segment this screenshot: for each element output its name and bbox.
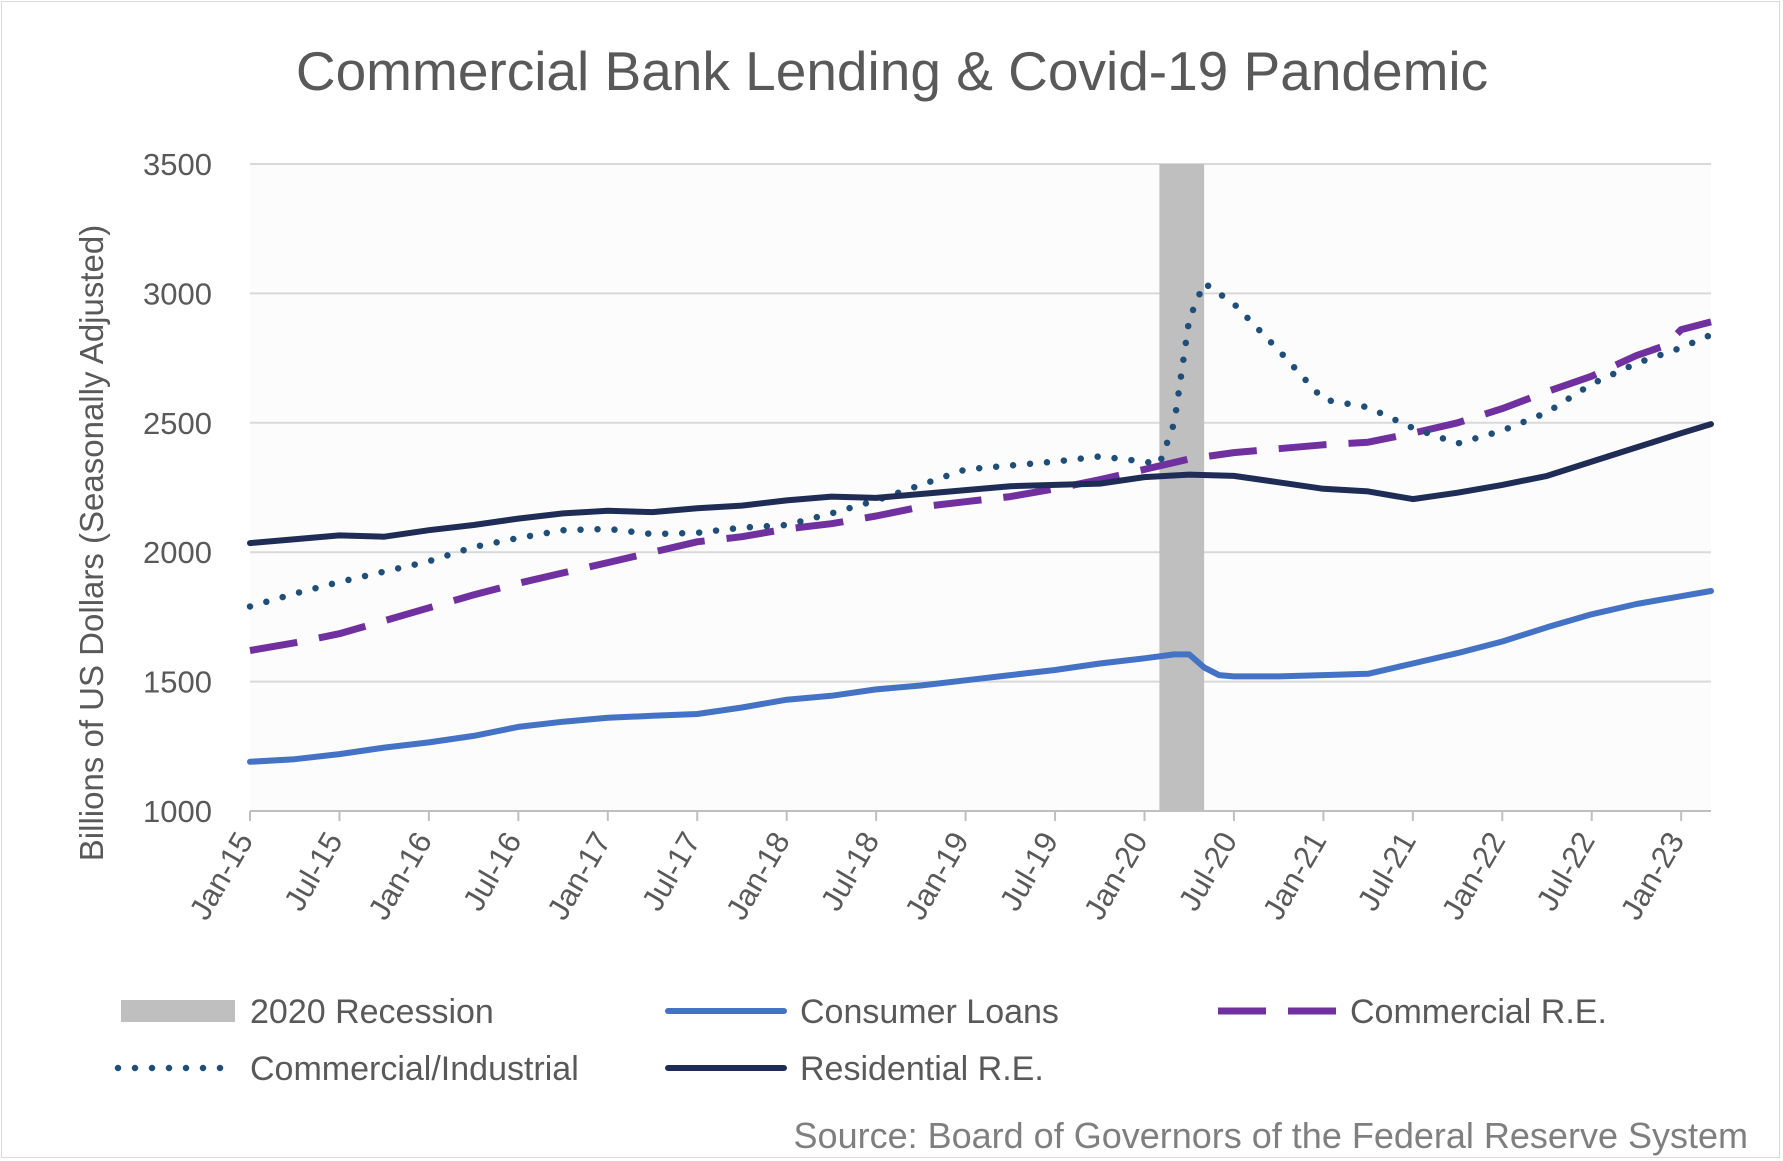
x-tick-label: Jul-16	[456, 826, 529, 917]
x-tick-label: Jul-18	[814, 826, 887, 917]
legend-item-consumer-loans: Consumer Loans	[665, 993, 1059, 1031]
legend-label-commercial-industrial: Commercial/Industrial	[250, 1050, 579, 1088]
series-line-consumer-loans	[247, 588, 1714, 765]
x-tick-label: Jan-21	[1256, 826, 1334, 926]
y-tick-label: 3500	[143, 147, 212, 182]
x-tick-label: Jul-19	[993, 826, 1066, 917]
legend-label-consumer-loans: Consumer Loans	[800, 993, 1059, 1031]
x-tick-label: Jul-21	[1350, 826, 1423, 917]
x-tick-label: Jan-23	[1614, 826, 1692, 926]
x-tick-label: Jul-17	[635, 826, 708, 917]
series-line-commercial-re	[249, 318, 1712, 654]
legend-label-commercial-re: Commercial R.E.	[1350, 993, 1607, 1031]
legend-item-commercial-industrial: Commercial/Industrial	[114, 1050, 579, 1088]
y-tick-labels: 1000 1500 2000 2500 3000 3500	[143, 147, 212, 829]
y-axis-label: Billions of US Dollars (Seasonally Adjus…	[73, 225, 110, 861]
source-note: Source: Board of Governors of the Federa…	[794, 1115, 1748, 1156]
x-tick-label: Jan-22	[1435, 826, 1513, 926]
x-tick-label: Jan-18	[719, 826, 797, 926]
series-line-commercial-industrial	[246, 279, 1715, 610]
recession-layer	[1159, 164, 1205, 811]
y-tick-label: 1500	[143, 665, 212, 700]
y-tick-label: 3000	[143, 276, 212, 311]
x-tick-label: Jan-20	[1077, 826, 1155, 926]
legend-label-residential-re: Residential R.E.	[800, 1050, 1044, 1088]
legend-item-residential-re: Residential R.E.	[665, 1050, 1044, 1088]
y-tick-label: 1000	[143, 794, 212, 829]
x-tick-label: Jan-15	[182, 826, 260, 926]
recession-band	[1159, 164, 1205, 811]
series-layer	[246, 279, 1715, 765]
legend-item-recession: 2020 Recession	[121, 993, 494, 1031]
x-tick-label: Jan-17	[540, 826, 618, 926]
chart-title: Commercial Bank Lending & Covid-19 Pande…	[296, 40, 1488, 102]
y-tick-label: 2000	[143, 535, 212, 570]
x-tick-label: Jan-16	[361, 826, 439, 926]
legend-swatch-recession	[121, 1000, 235, 1022]
legend-item-commercial-re: Commercial R.E.	[1218, 993, 1607, 1031]
x-tick-label: Jan-19	[898, 826, 976, 926]
x-tick-label: Jul-15	[277, 826, 350, 917]
x-tick-label: Jul-22	[1529, 826, 1602, 917]
legend: 2020 Recession Consumer Loans Commercial…	[114, 993, 1607, 1088]
x-tick-label: Jul-20	[1171, 826, 1244, 917]
axes	[249, 810, 1711, 821]
series-line-residential-re	[247, 421, 1714, 547]
x-tick-labels: Jan-15 Jul-15 Jan-16 Jul-16 Jan-17 Jul-17 Jan-…	[182, 826, 1691, 926]
legend-label-recession: 2020 Recession	[250, 993, 494, 1031]
gridlines	[250, 163, 1711, 683]
y-tick-label: 2500	[143, 406, 212, 441]
